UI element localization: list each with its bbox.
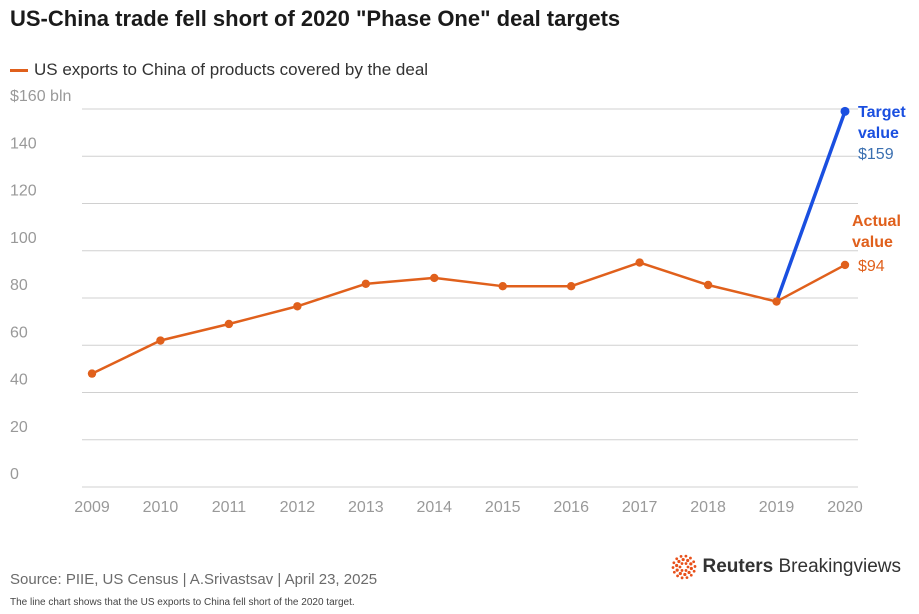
y-tick-label-160: $160 bln: [10, 88, 71, 105]
x-tick-label-2011: 2011: [212, 499, 247, 516]
logo-dot: [677, 559, 681, 564]
logo-dot: [676, 574, 680, 578]
annotation-target-label-1: Target: [858, 104, 906, 121]
logo-dot: [672, 561, 676, 565]
logo-dot: [692, 560, 696, 564]
point-actual-2009: [87, 369, 97, 378]
y-tick-label-20: 20: [10, 419, 28, 436]
legend-swatch-actual: [10, 68, 28, 72]
logo-dot: [676, 568, 680, 572]
logo-dot: [685, 562, 688, 565]
y-tick-label-140: 140: [10, 135, 37, 152]
legend: US exports to China of products covered …: [10, 60, 428, 80]
logo-dot: [672, 566, 675, 569]
x-tick-label-2020: 2020: [827, 499, 863, 516]
point-target-2020: [840, 106, 850, 116]
point-actual-2015: [498, 281, 507, 291]
series-line-actual: [91, 261, 846, 375]
point-actual-2014: [430, 273, 439, 283]
y-tick-label-120: 120: [10, 183, 37, 200]
logo-dot: [683, 572, 687, 577]
annotation-target-value: $159: [858, 146, 894, 163]
logo-dot: [684, 554, 688, 558]
legend-label-actual: US exports to China of products covered …: [34, 60, 429, 79]
logo-dot: [681, 576, 684, 580]
logo-dot: [682, 557, 686, 562]
point-actual-2013: [361, 279, 371, 289]
point-actual-2017: [635, 258, 644, 267]
x-tick-label-2010: 2010: [143, 499, 179, 516]
logo-dot: [681, 562, 684, 565]
annotation-actual-value: $94: [858, 258, 885, 275]
x-tick-label-2019: 2019: [759, 499, 795, 516]
x-tick-label-2014: 2014: [416, 499, 452, 516]
point-actual-2010: [156, 336, 165, 345]
y-tick-label-80: 80: [10, 277, 28, 294]
source-line: Source: PIIE, US Census | A.Srivastsav |…: [10, 571, 378, 588]
point-actual-2018: [703, 280, 713, 290]
series-line-target: [774, 109, 847, 304]
y-tick-label-100: 100: [10, 230, 37, 247]
x-tick-label-2015: 2015: [485, 499, 521, 516]
logo-dot: [679, 565, 682, 569]
logo-dot: [690, 573, 694, 577]
logo-dot: [693, 569, 696, 573]
logo-dot: [675, 563, 679, 568]
x-tick-label-2018: 2018: [690, 499, 726, 516]
logo-breakingviews: Breakingviews: [773, 556, 901, 577]
logo-dot: [689, 562, 693, 566]
logo-dot: [694, 565, 697, 568]
logo-dot: [687, 565, 690, 569]
point-actual-2012: [293, 302, 302, 311]
point-actual-2011: [224, 319, 234, 329]
reuters-breakingviews-logo: Reuters Breakingviews: [671, 554, 901, 580]
chart-title: US-China trade fell short of 2020 "Phase…: [10, 6, 621, 31]
logo-dot: [681, 569, 684, 572]
x-tick-label-2013: 2013: [348, 499, 384, 516]
logo-dot: [686, 558, 690, 563]
x-tick-label-2017: 2017: [622, 499, 658, 516]
logo-dot: [687, 570, 692, 575]
x-tick-label-2009: 2009: [74, 499, 110, 516]
x-tick-label-2012: 2012: [280, 499, 316, 516]
reuters-dots-icon: [672, 554, 697, 580]
line-chart: 0 20 40 60 80 100 120 140 $160 bln 2009 2010 2011 20…: [10, 88, 906, 516]
chart-description-note: The line chart shows that the US exports…: [10, 597, 355, 608]
point-actual-2020: [840, 260, 850, 270]
point-actual-2016: [566, 281, 576, 291]
y-tick-label-40: 40: [10, 372, 28, 389]
logo-dot: [690, 566, 694, 571]
logo-dot: [673, 570, 677, 574]
logo-dot: [679, 571, 683, 576]
logo-dot: [680, 555, 683, 558]
y-tick-label-60: 60: [10, 324, 28, 341]
y-tick-label-0: 0: [10, 466, 19, 483]
annotation-actual-label-1: Actual: [852, 213, 901, 230]
annotation-actual-label-2: value: [852, 234, 893, 251]
logo-reuters: Reuters: [702, 556, 774, 577]
point-actual-2019: [772, 297, 781, 306]
logo-dot: [685, 569, 688, 572]
logo-dot: [689, 556, 693, 560]
logo-dot: [686, 576, 689, 579]
x-tick-label-2016: 2016: [553, 499, 589, 516]
logo-dot: [675, 557, 679, 561]
annotation-target-label-2: value: [858, 125, 899, 142]
